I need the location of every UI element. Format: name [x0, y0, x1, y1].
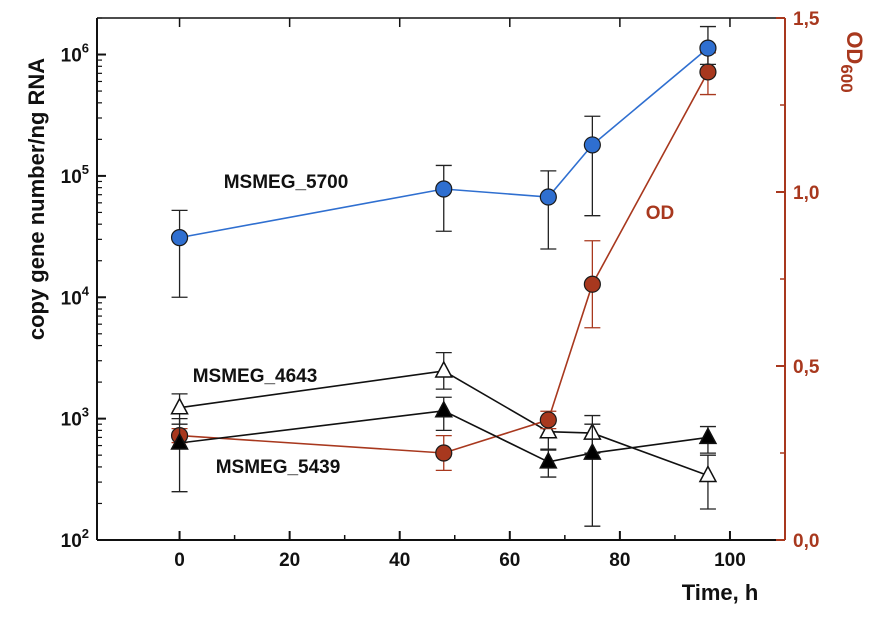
x-tick-label: 20 — [279, 550, 300, 571]
data-point — [435, 180, 453, 198]
data-point — [698, 426, 718, 445]
series-label-msmeg-5700: MSMEG_5700 — [224, 172, 349, 193]
series-layer — [170, 25, 718, 527]
data-point — [583, 275, 601, 293]
y-tick-base: 10 — [61, 46, 82, 67]
y2-title-subscript: 600 — [837, 64, 856, 92]
y-tick-label: 102 — [61, 526, 89, 552]
x-tick-label: 0 — [174, 550, 185, 571]
y-tick-base: 10 — [61, 288, 82, 309]
x-tick-label: 60 — [499, 550, 520, 571]
x-tick-label: 100 — [714, 550, 746, 571]
y-tick-base: 10 — [61, 410, 82, 431]
y2-axis-title: OD600 — [837, 31, 867, 92]
series-label-od: OD — [646, 203, 675, 224]
y2-tick-label: 0,0 — [793, 531, 819, 552]
y-tick-exponent: 5 — [82, 162, 89, 177]
y2-tick-label: 1,5 — [793, 9, 820, 30]
x-axis-title: Time, h — [682, 580, 759, 605]
x-tick-label: 40 — [389, 550, 410, 571]
y2-title-main: OD — [842, 31, 867, 64]
y-tick-base: 10 — [61, 531, 82, 552]
y-tick-exponent: 4 — [82, 283, 90, 298]
data-point — [435, 444, 453, 462]
label-layer: MSMEG_5700 MSMEG_4643 MSMEG_5439 OD — [193, 172, 675, 478]
data-point — [539, 411, 557, 429]
y-tick-label: 105 — [61, 162, 89, 188]
data-point — [434, 360, 454, 378]
data-point — [583, 136, 601, 154]
data-point — [699, 63, 717, 81]
y-tick-exponent: 2 — [82, 526, 89, 541]
y2-tick-label: 1,0 — [793, 183, 819, 204]
series-label-msmeg-5439: MSMEG_5439 — [216, 457, 341, 478]
data-point — [539, 188, 557, 206]
y-tick-label: 104 — [61, 283, 90, 309]
data-point — [170, 432, 189, 450]
series-line — [179, 71, 709, 454]
series-msmeg-5439 — [170, 396, 718, 527]
data-point — [434, 400, 454, 418]
data-point — [539, 421, 558, 439]
y-tick-base: 10 — [61, 167, 82, 188]
y-tick-exponent: 3 — [82, 405, 89, 420]
data-point — [170, 229, 189, 247]
series-od — [170, 52, 717, 472]
data-point — [170, 397, 189, 415]
x-tick-label: 80 — [609, 550, 630, 571]
y-tick-exponent: 6 — [82, 41, 89, 56]
series-msmeg-5700 — [170, 25, 717, 298]
y2-tick-label: 0,5 — [793, 357, 820, 378]
data-point — [539, 451, 558, 469]
axes: 0 20 40 60 80 1001021031041051060,00,51,01,5T… — [24, 9, 867, 605]
data-point — [698, 464, 718, 483]
data-point — [699, 39, 717, 57]
series-label-msmeg-4643: MSMEG_4643 — [193, 366, 318, 387]
y-axis-title: copy gene number/ng RNA — [24, 58, 49, 340]
y-tick-label: 103 — [61, 405, 89, 431]
y-tick-label: 106 — [61, 41, 89, 67]
data-point — [583, 442, 602, 460]
